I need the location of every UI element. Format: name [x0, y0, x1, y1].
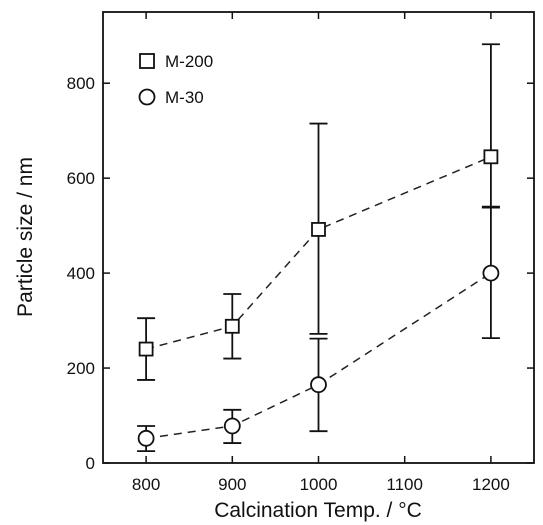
data-point-circle — [137, 429, 155, 447]
data-point-circle — [482, 264, 500, 282]
legend-marker-square — [139, 53, 155, 69]
data-point-square — [483, 149, 499, 165]
x-tick-label: 1100 — [386, 475, 423, 494]
x-tick-label: 1200 — [472, 475, 510, 494]
legend-label: M-30 — [165, 88, 204, 107]
data-point-circle — [310, 376, 327, 394]
axis-ticks — [103, 12, 534, 464]
x-tick-label: 1000 — [300, 475, 338, 494]
y-tick-label: 600 — [67, 169, 95, 188]
data-point-circle — [223, 417, 241, 435]
x-tick-label: 800 — [132, 475, 160, 494]
y-axis-label: Particle size / nm — [14, 157, 37, 317]
series-line — [145, 272, 492, 440]
tick-labels: 800 900 1000 1100 1200 0 200 400 600 800 — [67, 74, 510, 494]
series-line — [145, 156, 492, 350]
legend: M-200 M-30 — [138, 52, 213, 107]
x-tick-label: 900 — [218, 475, 246, 494]
data-point-square — [311, 222, 326, 237]
y-tick-label: 0 — [86, 454, 95, 473]
y-tick-label: 800 — [67, 74, 95, 93]
data-point-square — [224, 318, 240, 334]
series-layer — [137, 43, 500, 453]
y-tick-label: 400 — [67, 264, 95, 283]
y-tick-label: 200 — [67, 359, 95, 378]
legend-label: M-200 — [165, 52, 213, 71]
x-axis-label: Calcination Temp. / °C — [214, 499, 422, 522]
data-point-square — [138, 341, 154, 357]
legend-marker-circle — [138, 88, 156, 106]
